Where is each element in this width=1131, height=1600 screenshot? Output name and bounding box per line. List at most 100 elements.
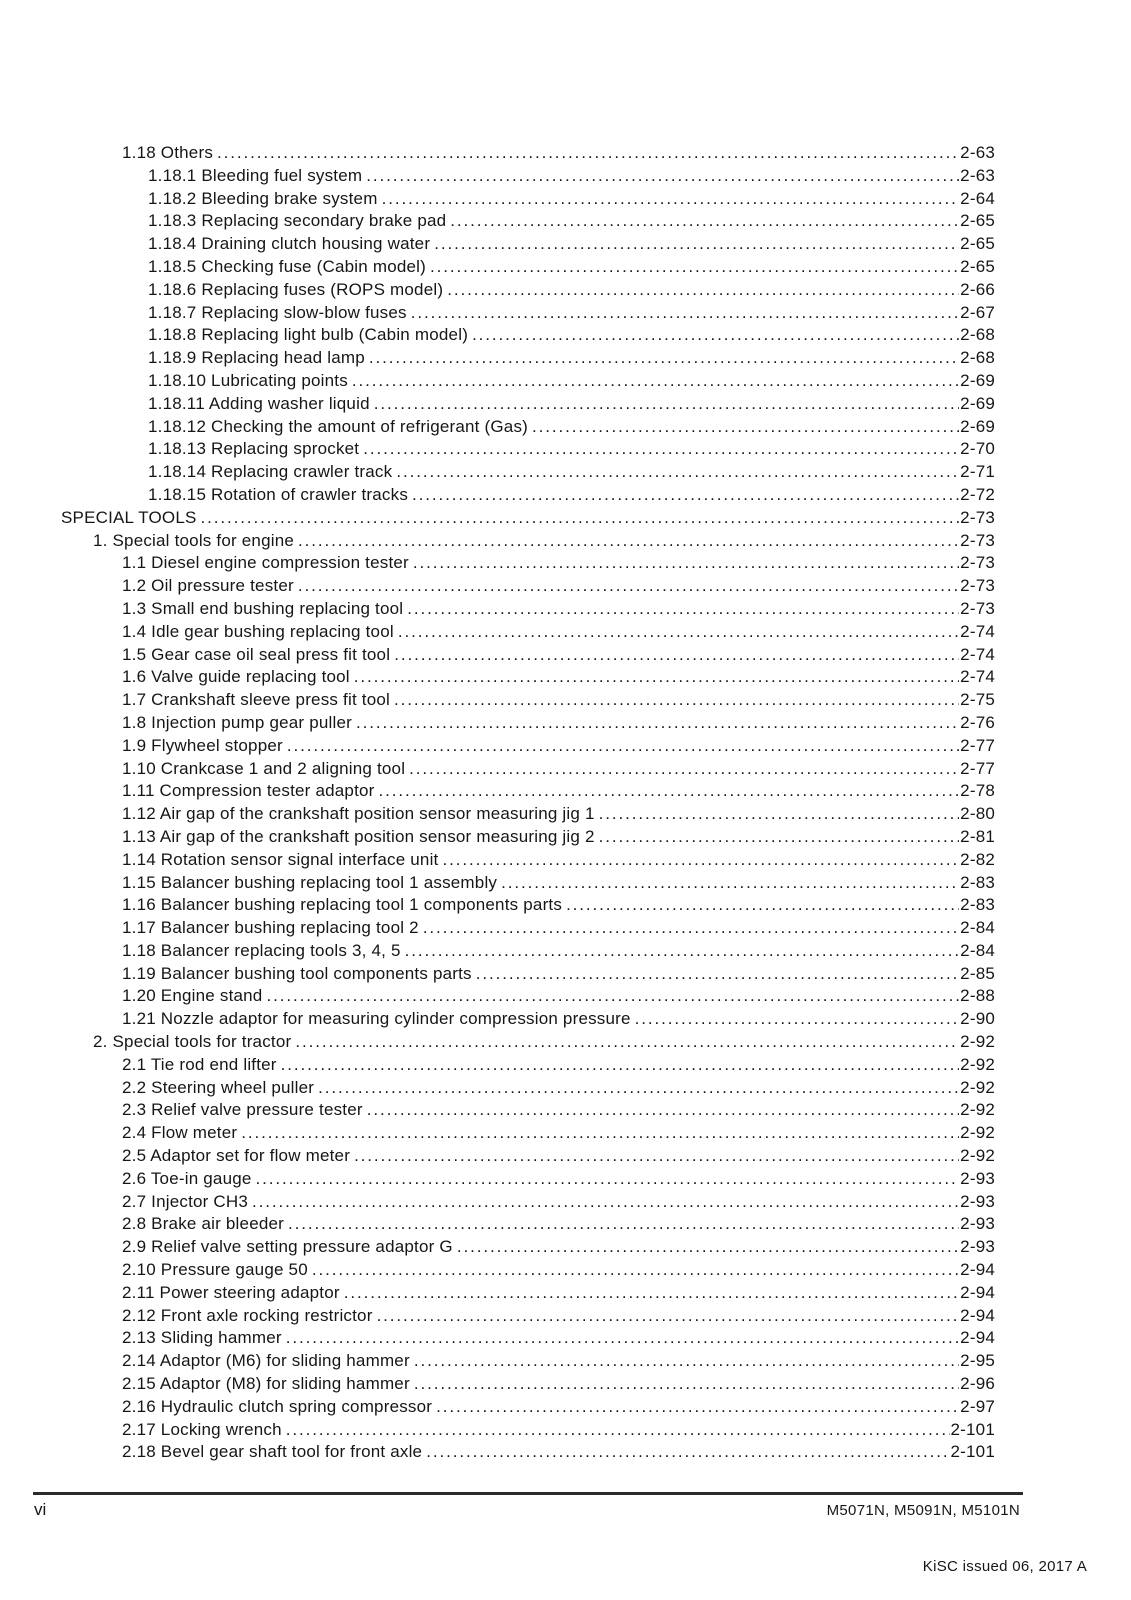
toc-entry[interactable]: 1.11 Compression tester adaptor 2-78 (61, 780, 995, 803)
toc-leader-dots (532, 416, 959, 439)
toc-leader-dots (217, 142, 959, 165)
toc-entry[interactable]: 2.11 Power steering adaptor 2-94 (61, 1282, 995, 1305)
toc-entry-page: 2-66 (960, 279, 995, 299)
toc-leader-dots (447, 279, 959, 302)
toc-entry-title: 1.11 Compression tester adaptor (122, 781, 375, 801)
toc-entry[interactable]: 2.14 Adaptor (M6) for sliding hammer 2-95 (61, 1350, 995, 1373)
toc-entry[interactable]: 2.15 Adaptor (M8) for sliding hammer 2-96 (61, 1373, 995, 1396)
toc-entry[interactable]: 1.18.12 Checking the amount of refrigera… (61, 416, 995, 439)
toc-entry-title: 2.9 Relief valve setting pressure adapto… (122, 1237, 453, 1257)
toc-leader-dots (377, 1305, 960, 1328)
toc-entry[interactable]: 1.17 Balancer bushing replacing tool 2 2-… (61, 917, 995, 940)
toc-entry[interactable]: 1.18.10 Lubricating points 2-69 (61, 370, 995, 393)
toc-entry-page: 2-67 (960, 302, 995, 322)
toc-entry[interactable]: 1.19 Balancer bushing tool components pa… (61, 963, 995, 986)
toc-entry[interactable]: 1.14 Rotation sensor signal interface un… (61, 849, 995, 872)
toc-entry[interactable]: 2.2 Steering wheel puller 2-92 (61, 1077, 995, 1100)
toc-entry[interactable]: 1.18.13 Replacing sprocket 2-70 (61, 438, 995, 461)
toc-entry-page: 2-75 (960, 690, 995, 710)
toc-entry[interactable]: 1.20 Engine stand 2-88 (61, 985, 995, 1008)
toc-entry[interactable]: 2.8 Brake air bleeder 2-93 (61, 1213, 995, 1236)
toc-leader-dots (256, 1168, 960, 1191)
toc-entry[interactable]: 2.18 Bevel gear shaft tool for front axl… (61, 1441, 995, 1464)
toc-leader-dots (201, 507, 960, 530)
toc-leader-dots (414, 1350, 959, 1373)
toc-entry[interactable]: 1.18.8 Replacing light bulb (Cabin model… (61, 324, 995, 347)
toc-leader-dots (436, 1396, 959, 1419)
toc-entry-page: 2-73 (960, 598, 995, 618)
toc-entry[interactable]: 2.1 Tie rod end lifter 2-92 (61, 1054, 995, 1077)
toc-entry[interactable]: 1.8 Injection pump gear puller 2-76 (61, 712, 995, 735)
toc-entry[interactable]: 1.18.2 Bleeding brake system 2-64 (61, 188, 995, 211)
toc-entry[interactable]: 2.16 Hydraulic clutch spring compressor 2… (61, 1396, 995, 1419)
toc-entry-page: 2-63 (960, 143, 995, 162)
toc-entry[interactable]: 2.13 Sliding hammer 2-94 (61, 1327, 995, 1350)
toc-entry[interactable]: 1.18.4 Draining clutch housing water 2-65 (61, 233, 995, 256)
toc-entry[interactable]: 1.12 Air gap of the crankshaft position … (61, 803, 995, 826)
toc-entry-title: 1.18.5 Checking fuse (Cabin model) (148, 256, 427, 276)
toc-entry[interactable]: 1.15 Balancer bushing replacing tool 1 a… (61, 872, 995, 895)
toc-entry[interactable]: 1.3 Small end bushing replacing tool 2-73 (61, 598, 995, 621)
toc-entry[interactable]: 1.18.7 Replacing slow-blow fuses 2-67 (61, 302, 995, 325)
toc-entry-title: 2.14 Adaptor (M6) for sliding hammer (122, 1351, 410, 1371)
toc-leader-dots (252, 1191, 959, 1214)
toc-entry[interactable]: 1.18.3 Replacing secondary brake pad 2-65 (61, 210, 995, 233)
toc-entry[interactable]: 2.6 Toe-in gauge 2-93 (61, 1168, 995, 1191)
toc-entry[interactable]: 1.7 Crankshaft sleeve press fit tool 2-75 (61, 689, 995, 712)
toc-leader-dots (430, 256, 959, 279)
toc-entry-page: 2-73 (960, 507, 995, 527)
toc-entry[interactable]: 1.18.1 Bleeding fuel system 2-63 (61, 165, 995, 188)
toc-entry[interactable]: 2.5 Adaptor set for flow meter 2-92 (61, 1145, 995, 1168)
toc-entry-title: 1.18.12 Checking the amount of refrigera… (148, 416, 529, 436)
toc-entry[interactable]: 1.9 Flywheel stopper 2-77 (61, 735, 995, 758)
toc-leader-dots (394, 689, 959, 712)
toc-entry[interactable]: 1.13 Air gap of the crankshaft position … (61, 826, 995, 849)
toc-entry[interactable]: 2.17 Locking wrench 2-101 (61, 1419, 995, 1442)
toc-leader-dots (442, 849, 959, 872)
toc-entry-title: 1.16 Balancer bushing replacing tool 1 c… (122, 895, 563, 915)
toc-entry[interactable]: 1.18.9 Replacing head lamp 2-68 (61, 347, 995, 370)
toc-entry[interactable]: 1.6 Valve guide replacing tool 2-74 (61, 666, 995, 689)
toc-entry-title: 2.11 Power steering adaptor (122, 1282, 340, 1302)
toc-entry[interactable]: 1.18.11 Adding washer liquid 2-69 (61, 393, 995, 416)
toc-entry[interactable]: 1.18.5 Checking fuse (Cabin model) 2-65 (61, 256, 995, 279)
toc-entry[interactable]: 1.21 Nozzle adaptor for measuring cylind… (61, 1008, 995, 1031)
toc-entry[interactable]: 1.1 Diesel engine compression tester 2-73 (61, 552, 995, 575)
toc-entry[interactable]: 2.9 Relief valve setting pressure adapto… (61, 1236, 995, 1259)
toc-entry[interactable]: 2.7 Injector CH3 2-93 (61, 1191, 995, 1214)
toc-entry-page: 2-94 (960, 1260, 995, 1280)
toc-entry[interactable]: SPECIAL TOOLS 2-73 (61, 507, 995, 530)
toc-entry-page: 2-74 (960, 644, 995, 664)
toc-entry[interactable]: 1.18 Balancer replacing tools 3, 4, 5 2-8… (61, 940, 995, 963)
toc-entry[interactable]: 1.2 Oil pressure tester 2-73 (61, 575, 995, 598)
toc-entry-title: 1.18.4 Draining clutch housing water (148, 234, 431, 254)
toc-entry-title: 2.8 Brake air bleeder (122, 1214, 285, 1234)
toc-entry[interactable]: 2.4 Flow meter 2-92 (61, 1122, 995, 1145)
toc-entry[interactable]: 1.18 Others 2-63 (61, 142, 995, 165)
toc-entry-page: 2-84 (960, 940, 995, 960)
toc-entry-title: 1.18.1 Bleeding fuel system (148, 165, 363, 185)
toc-entry[interactable]: 2.10 Pressure gauge 50 2-94 (61, 1259, 995, 1282)
toc-entry-page: 2-65 (960, 234, 995, 254)
toc-leader-dots (635, 1008, 960, 1031)
toc-entry-page: 2-92 (960, 1146, 995, 1166)
toc-entry[interactable]: 2.12 Front axle rocking restrictor 2-94 (61, 1305, 995, 1328)
toc-entry[interactable]: 2. Special tools for tractor 2-92 (61, 1031, 995, 1054)
toc-leader-dots (382, 188, 960, 211)
toc-entry[interactable]: 1.18.15 Rotation of crawler tracks 2-72 (61, 484, 995, 507)
toc-leader-dots (295, 1031, 959, 1054)
toc-entry-title: 1.14 Rotation sensor signal interface un… (122, 849, 439, 869)
toc-entry[interactable]: 1.4 Idle gear bushing replacing tool 2-74 (61, 621, 995, 644)
toc-entry-title: 1.18.2 Bleeding brake system (148, 188, 378, 208)
toc-entry-title: 1.13 Air gap of the crankshaft position … (122, 826, 595, 846)
toc-entry[interactable]: 1.18.14 Replacing crawler track 2-71 (61, 461, 995, 484)
toc-entry-title: 1.7 Crankshaft sleeve press fit tool (122, 690, 390, 710)
toc-entry[interactable]: 1.10 Crankcase 1 and 2 aligning tool 2-77 (61, 758, 995, 781)
toc-entry[interactable]: 2.3 Relief valve pressure tester 2-92 (61, 1099, 995, 1122)
toc-entry[interactable]: 1.16 Balancer bushing replacing tool 1 c… (61, 894, 995, 917)
toc-entry[interactable]: 1.18.6 Replacing fuses (ROPS model) 2-66 (61, 279, 995, 302)
toc-entry[interactable]: 1. Special tools for engine 2-73 (61, 530, 995, 553)
toc-entry[interactable]: 1.5 Gear case oil seal press fit tool 2-7… (61, 644, 995, 667)
toc-leader-dots (241, 1122, 959, 1145)
toc-entry-page: 2-96 (960, 1374, 995, 1394)
